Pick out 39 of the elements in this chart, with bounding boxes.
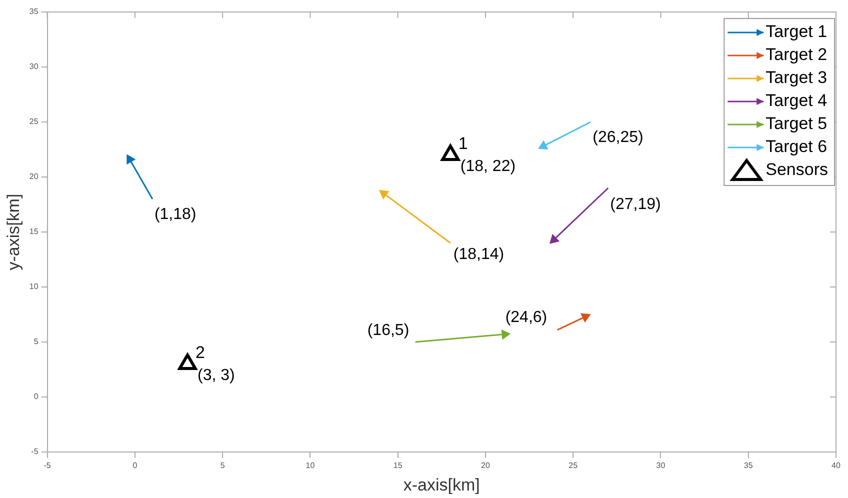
legend-label: Target 1 — [766, 22, 828, 42]
y-tick-label: 20 — [29, 172, 39, 182]
y-axis-title: y-axis[km] — [4, 194, 23, 270]
legend-label: Target 2 — [766, 45, 828, 64]
y-tick-label: 0 — [34, 392, 39, 402]
x-tick-label: 10 — [306, 461, 316, 470]
x-tick-label: 15 — [393, 461, 403, 470]
x-tick-label: 0 — [132, 461, 138, 470]
y-tick-label: -5 — [31, 447, 39, 456]
annotation: (18,14) — [453, 246, 504, 263]
y-tick-label: 35 — [29, 7, 39, 16]
y-tick-label: 5 — [34, 337, 39, 346]
legend-label: Target 6 — [766, 137, 828, 156]
x-tick-label: 5 — [220, 461, 226, 470]
annotation: 1 — [458, 134, 468, 153]
legend-label: Target 3 — [766, 68, 828, 88]
x-tick-label: 20 — [481, 461, 490, 470]
annotation: (3, 3) — [198, 367, 235, 384]
annotation: (1,18) — [154, 206, 196, 223]
y-tick-label: 15 — [29, 227, 39, 236]
annotation: (26,25) — [592, 129, 644, 146]
annotation: (24,6) — [505, 308, 548, 326]
x-tick-label: 40 — [832, 461, 841, 470]
legend-label: Sensors — [766, 160, 828, 180]
x-tick-label: 25 — [568, 461, 578, 470]
point — [441, 144, 460, 161]
annotation: (16,5) — [367, 322, 410, 339]
annotation: (18, 22) — [460, 158, 516, 175]
x-tick-label: -5 — [44, 461, 52, 470]
x-tick-label: 35 — [744, 461, 754, 470]
legend-label: Target 4 — [766, 91, 828, 110]
x-axis-title: x-axis[km] — [403, 475, 480, 494]
y-tick-label: 10 — [29, 282, 39, 292]
annotation: (27,19) — [610, 196, 661, 213]
x-tick-label: 30 — [656, 461, 666, 470]
legend-label: Target 5 — [766, 114, 828, 134]
annotation: 2 — [196, 343, 205, 362]
y-tick-label: 30 — [29, 62, 39, 72]
y-tick-label: 25 — [29, 117, 39, 126]
